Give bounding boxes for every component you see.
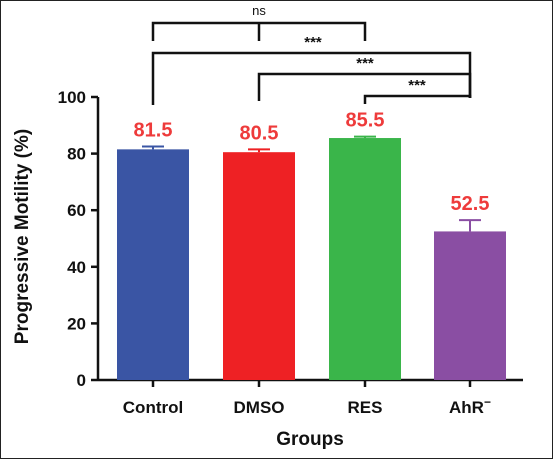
data-label: 85.5 [346,110,385,132]
data-label: 52.5 [451,193,490,215]
significance-label: *** [304,34,322,51]
data-label: 80.5 [240,122,279,144]
significance-label: *** [408,77,426,94]
y-tick-label: 0 [77,371,86,390]
y-tick-label: 20 [67,314,86,333]
y-tick-label: 60 [67,201,86,220]
y-tick-label: 100 [58,88,86,107]
bar [434,231,506,380]
x-axis-title: Groups [276,429,344,450]
significance-label: *** [356,55,374,72]
x-tick-label: DMSO [234,398,285,417]
x-tick-label: RES [348,398,383,417]
bar [117,149,189,380]
data-label: 81.5 [134,120,173,142]
y-tick-label: 80 [67,145,86,164]
y-tick-label: 40 [67,258,86,277]
y-axis-title: Progressive Motility (%) [12,129,33,344]
x-tick-label: AhR− [449,395,491,417]
significance-bracket [257,72,472,101]
bar [223,152,295,380]
bar [329,138,401,380]
x-tick-label: Control [123,398,183,417]
significance-bracket [363,94,472,104]
significance-label: ns [252,3,266,18]
x-tick-label-superscript: − [484,395,491,409]
